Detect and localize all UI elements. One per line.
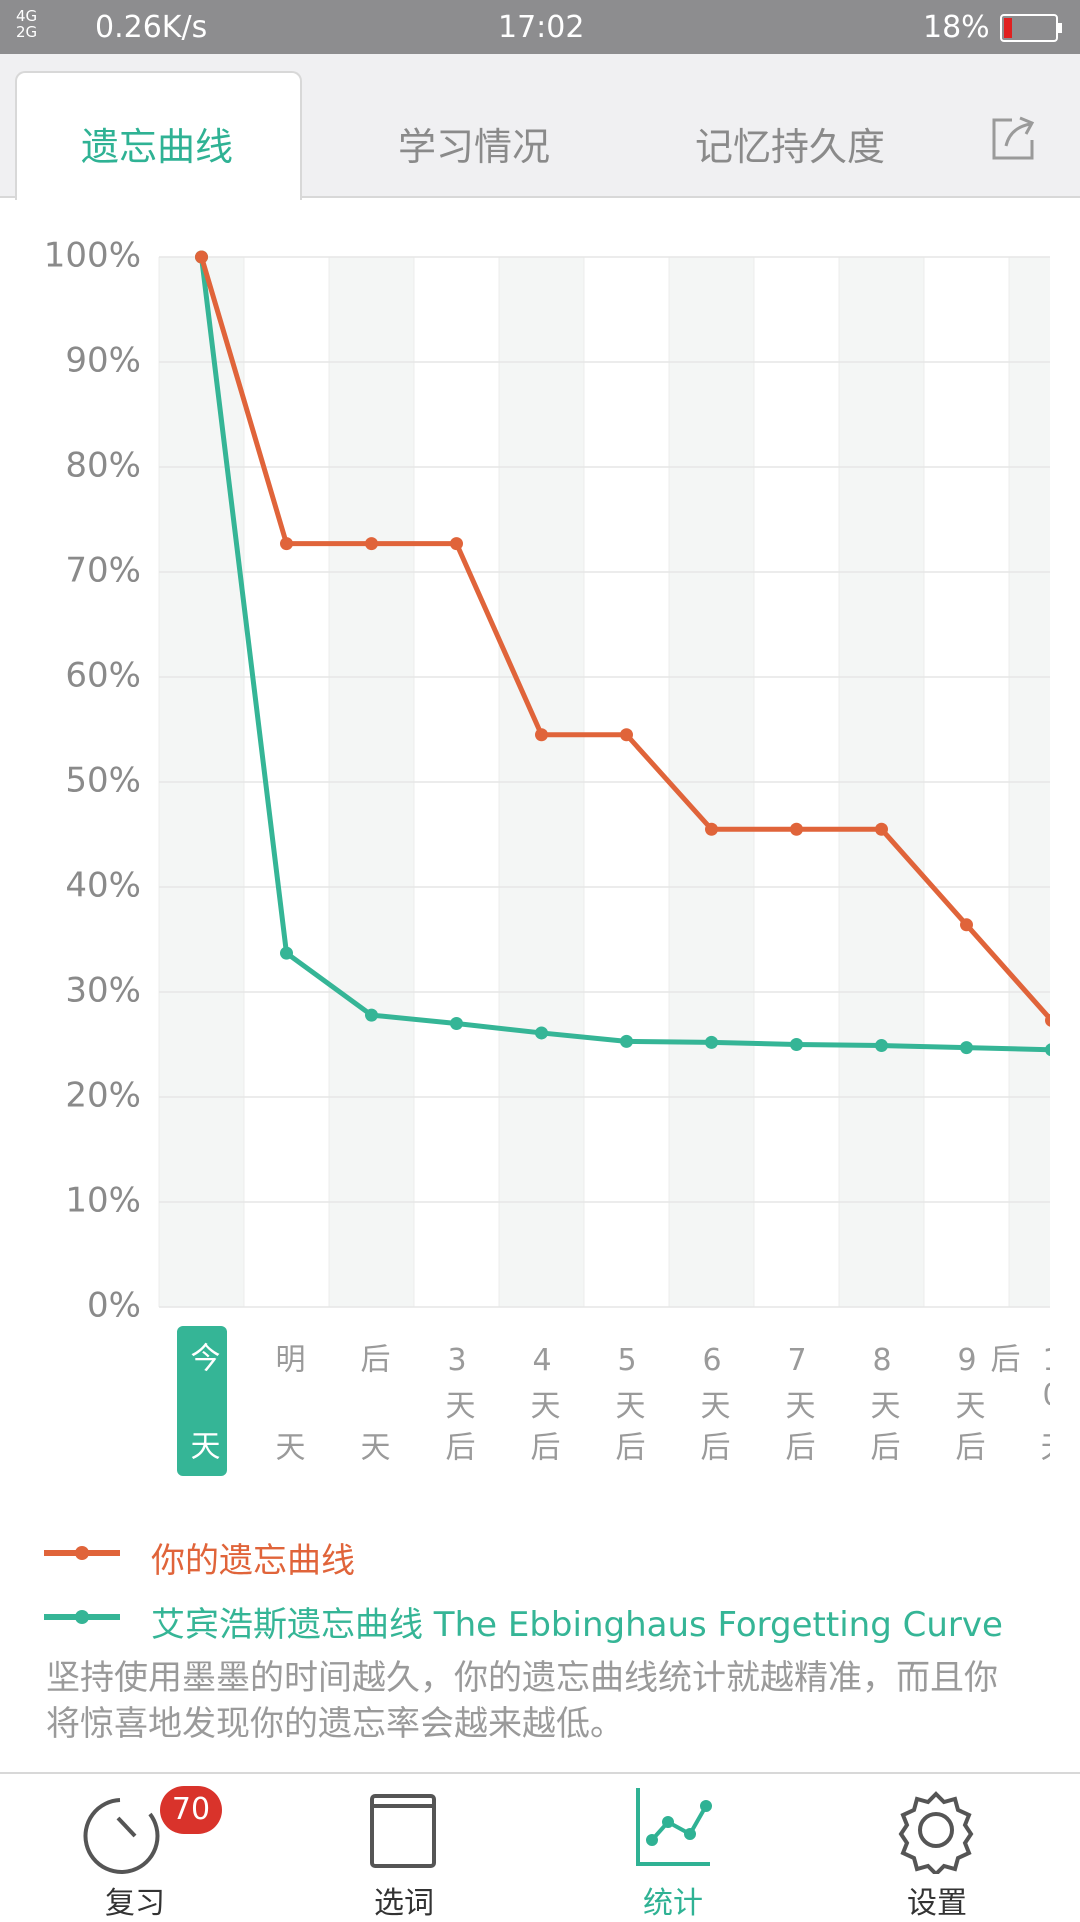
point	[280, 537, 293, 551]
x-tick-label: 今天	[176, 1326, 227, 1476]
x-tick-label: 明天	[269, 1343, 305, 1461]
point	[535, 1026, 548, 1040]
point	[875, 1039, 888, 1053]
chart: 0% 10% 20% 30% 40% 50% 60% 70% 80% 90% 100%	[44, 236, 1050, 1326]
point	[280, 946, 293, 960]
network: 4G 2G	[16, 8, 37, 40]
description: 坚持使用墨墨的时间越久，你的遗忘曲线统计就越精准，而且你将惊喜地发现你的遗忘率会…	[46, 1658, 998, 1744]
point	[450, 537, 463, 551]
nav-label[interactable]: 统计	[643, 1886, 703, 1921]
point	[705, 1035, 718, 1049]
battery-icon	[1000, 14, 1062, 42]
x-tick-label: 7天后	[779, 1343, 815, 1461]
point	[450, 1017, 463, 1030]
x-tick-label: 3天后	[439, 1343, 475, 1461]
point	[960, 1041, 973, 1055]
y-tick-label: 30%	[65, 971, 141, 1011]
point	[960, 918, 973, 932]
x-tick-label: 后天	[354, 1343, 390, 1461]
point	[535, 728, 548, 742]
legend-key-dot	[75, 1610, 89, 1624]
y-tick-label: 10%	[65, 1181, 141, 1221]
legend-label: 你的遗忘曲线	[151, 1541, 355, 1581]
battery-level: 18%	[923, 10, 990, 45]
status-bar: 4G 2G 0.26K/s 17:02 18%	[0, 0, 1080, 54]
nav-label[interactable]: 选词	[374, 1886, 434, 1921]
words-icon[interactable]	[370, 1794, 436, 1868]
x-tick-label: 5天后	[609, 1343, 645, 1461]
review-icon[interactable]	[83, 1798, 160, 1874]
y-tick-label: 40%	[65, 866, 141, 906]
tab[interactable]: 记忆持久度	[694, 125, 886, 169]
point	[790, 1038, 803, 1051]
plot	[195, 250, 1050, 1057]
y-tick-label: 20%	[65, 1076, 141, 1116]
badge: 70	[160, 1786, 222, 1834]
y-tick-label: 80%	[65, 446, 141, 486]
share-button[interactable]	[990, 114, 1038, 162]
y-tick-label: 0%	[87, 1286, 141, 1326]
point	[620, 728, 633, 742]
y-tick-label: 100%	[44, 236, 141, 276]
stats-icon[interactable]	[636, 1788, 712, 1866]
point	[875, 822, 888, 836]
point	[790, 822, 803, 836]
legend-key-dot	[75, 1546, 89, 1560]
y-tick-label: 70%	[65, 551, 141, 591]
network-2g: 2G	[16, 23, 38, 41]
point	[620, 1034, 633, 1048]
y-tick-label: 90%	[65, 341, 141, 381]
net-speed: 0.26K/s	[95, 10, 208, 45]
point	[705, 822, 718, 836]
active-tab-bg	[15, 71, 302, 200]
nav-icons	[83, 1788, 974, 1874]
nav-label[interactable]: 复习	[105, 1886, 165, 1921]
network-4g: 4G	[16, 7, 38, 25]
x-tick-label: 8天后	[864, 1343, 900, 1461]
clock: 17:02	[498, 10, 585, 45]
point	[195, 250, 208, 264]
y-tick-label: 50%	[65, 761, 141, 801]
point	[1045, 1014, 1050, 1027]
bottom-nav: 70 复习 选词 统计 设置	[0, 1772, 1080, 1922]
x-tick-label: 4天后	[524, 1343, 560, 1461]
x-tick-label: 6天后	[694, 1343, 730, 1461]
grid: 0% 10% 20% 30% 40% 50% 60% 70% 80% 90% 100%	[44, 236, 1050, 1326]
tab-bar: 遗忘曲线 学习情况 记忆持久度	[0, 54, 1080, 200]
legend-label: 艾宾浩斯遗忘曲线 The Ebbinghaus Forgetting Curve	[151, 1605, 1003, 1645]
point	[365, 1008, 378, 1022]
legend-keys	[44, 1546, 120, 1624]
point	[1045, 1043, 1050, 1057]
x-tick-label: 9天后	[949, 1343, 985, 1461]
tab[interactable]: 遗忘曲线	[80, 125, 234, 169]
settings-icon[interactable]	[898, 1791, 974, 1874]
point	[365, 537, 378, 551]
y-tick-label: 60%	[65, 656, 141, 696]
nav-label[interactable]: 设置	[907, 1886, 967, 1921]
x-tick-label: 10天后	[984, 1343, 1051, 1461]
tab[interactable]: 学习情况	[397, 125, 551, 169]
